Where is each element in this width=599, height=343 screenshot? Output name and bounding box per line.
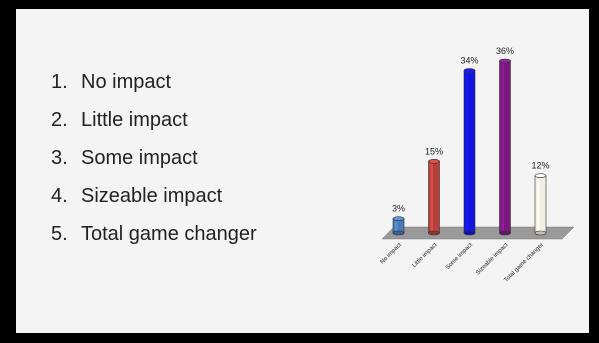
category-label: No impact [380, 242, 404, 266]
bar-top [463, 68, 476, 73]
list-item-label: Some impact [81, 147, 198, 169]
list-item: 1. No impact [51, 63, 257, 101]
bar-top [534, 173, 547, 178]
list-item: 4. Sizeable impact [51, 177, 257, 215]
bar-body [428, 161, 440, 234]
bar [428, 159, 440, 236]
bar-body [499, 60, 511, 234]
bar-base [534, 230, 547, 236]
bar-base [428, 230, 440, 236]
category-label: Sizeable impact [475, 242, 509, 276]
list-item: 3. Some impact [51, 139, 257, 177]
category-label: Little impact [412, 242, 439, 269]
impact-bar-chart: 3% No impact 15% Little impact 34% Some impac… [380, 46, 575, 284]
category-label: Some impact [445, 242, 474, 271]
bar-base [499, 230, 511, 236]
list-item-number: 2. [51, 109, 68, 131]
bar-highlight [466, 70, 469, 233]
bar-value-label: 12% [531, 161, 549, 171]
list-item-number: 5. [51, 223, 68, 245]
list-item-label: Little impact [81, 109, 188, 131]
list-item-number: 3. [51, 147, 68, 169]
bar-value-label: 15% [425, 146, 443, 156]
bar-highlight [501, 61, 504, 233]
bar-top [428, 159, 440, 164]
bar [534, 173, 547, 236]
bar [463, 68, 476, 236]
bar-body [534, 175, 547, 234]
bar-top [392, 216, 405, 221]
list-item-label: No impact [81, 71, 172, 93]
list-item: 5. Total game changer [51, 215, 257, 253]
bar-base [392, 230, 405, 236]
bar-highlight [395, 218, 398, 233]
list-item-label: Total game changer [81, 223, 257, 245]
list-item: 2. Little impact [51, 101, 257, 139]
bar-base [463, 230, 476, 236]
bar-value-label: 3% [392, 204, 405, 214]
bar-highlight [537, 175, 540, 233]
bar [392, 216, 405, 236]
list-item-number: 1. [51, 71, 68, 93]
bar-value-label: 34% [460, 56, 478, 66]
slide: 1. No impact 2. Little impact 3. Some impac… [16, 9, 589, 333]
bar-top [499, 58, 511, 64]
list-item-number: 4. [51, 185, 68, 207]
bar [499, 58, 511, 236]
list-item-label: Sizeable impact [81, 185, 223, 207]
category-label: Total game changer [503, 242, 545, 284]
bar-value-label: 36% [496, 46, 514, 56]
impact-scale-list: 1. No impact 2. Little impact 3. Some impac… [51, 63, 257, 253]
bar-body [463, 70, 476, 234]
bar-highlight [430, 161, 433, 233]
